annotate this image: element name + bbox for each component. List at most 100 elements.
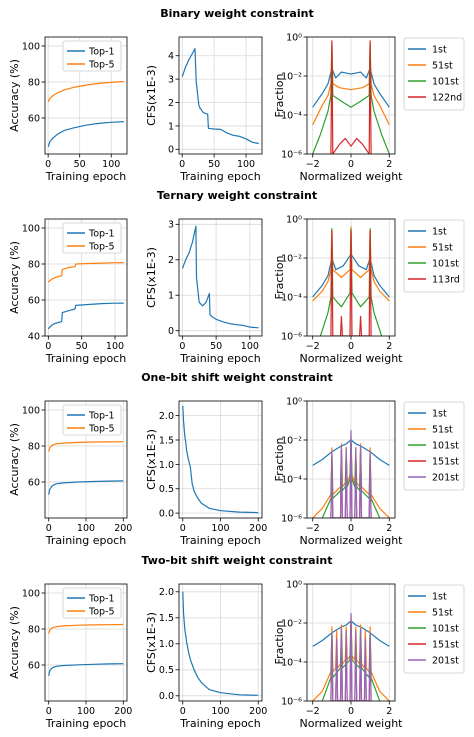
x-axis-label: Training epoch xyxy=(45,717,126,730)
axes-frame xyxy=(44,36,128,155)
series-line-51st xyxy=(312,44,390,126)
y-tick-label: 0.5 xyxy=(159,665,174,676)
series-line-top-1 xyxy=(47,121,124,147)
x-tick-label: 100 xyxy=(77,523,95,534)
panel-2: 0 100 200 0.0 0.5 1.0 1.5 2.0 Training epoch CFS(… xyxy=(145,400,267,547)
x-tick-label: 50 xyxy=(76,341,88,352)
y-tick-label: 10⁻² xyxy=(281,71,302,82)
x-axis-label: Training epoch xyxy=(179,352,260,365)
axes-frame xyxy=(44,218,128,337)
series-line-top-5 xyxy=(47,262,124,283)
x-axis-label: Training epoch xyxy=(45,352,126,365)
y-axis-label: Fraction xyxy=(273,621,286,665)
series-group xyxy=(312,612,390,701)
series-line-top-1 xyxy=(47,302,124,330)
y-tick-label: 10⁻⁴ xyxy=(281,657,302,668)
y-tick-label: 10⁻⁶ xyxy=(281,331,302,342)
series-line-201st xyxy=(330,429,372,518)
y-tick-label: 2 xyxy=(168,98,174,109)
y-tick-label: 10⁻² xyxy=(281,618,302,629)
legend-label: Top-1 xyxy=(88,410,115,421)
y-tick-label: 4 xyxy=(168,51,174,62)
y-tick-label: 10⁻⁶ xyxy=(281,149,302,160)
legend-label: Top-1 xyxy=(88,593,115,604)
y-axis-label: Fraction xyxy=(273,438,286,482)
series-line-top-5 xyxy=(47,80,124,103)
y-tick-label: 0.5 xyxy=(159,484,174,495)
y-tick-label: 2.0 xyxy=(159,411,174,422)
series-line-201st xyxy=(330,612,372,701)
x-axis-label: Training epoch xyxy=(179,170,260,183)
series-group xyxy=(181,48,259,145)
y-tick-label: 0 xyxy=(168,145,174,156)
legend-box xyxy=(403,401,465,491)
x-tick-label: 0 xyxy=(46,523,52,534)
y-tick-label: 10⁻² xyxy=(281,253,302,264)
x-tick-label: −2 xyxy=(306,706,320,717)
legend-box xyxy=(403,219,465,293)
y-axis-label: Accuracy (%) xyxy=(8,606,21,679)
x-tick-label: 0 xyxy=(179,341,185,352)
x-tick-label: 50 xyxy=(208,159,220,170)
series-line-top-1 xyxy=(48,480,124,495)
y-axis-label: CFS(x1E-3) xyxy=(145,429,158,490)
y-tick-label: 10⁻⁴ xyxy=(281,292,302,303)
x-tick-label: 0 xyxy=(348,706,354,717)
legend-label: 101st xyxy=(432,259,459,270)
series-group xyxy=(312,40,390,154)
y-tick-label: 10⁰ xyxy=(286,579,302,590)
x-axis-label: Normalized weight xyxy=(300,717,404,730)
series-line-top-5 xyxy=(48,441,124,452)
x-tick-label: 200 xyxy=(249,523,267,534)
x-tick-label: 0 xyxy=(46,706,52,717)
panel-2: 0 100 200 0.0 0.5 1.0 1.5 2.0 Training epoch CFS(… xyxy=(145,583,267,730)
y-tick-label: 100 xyxy=(22,41,40,52)
x-tick-label: 0 xyxy=(179,159,185,170)
row-title: Binary weight constraint xyxy=(160,7,313,20)
y-tick-label: 60 xyxy=(28,660,40,671)
x-axis-label: Normalized weight xyxy=(300,170,404,183)
y-tick-label: 100 xyxy=(22,405,40,416)
x-tick-label: 0 xyxy=(348,341,354,352)
legend-label: Top-1 xyxy=(88,46,115,57)
legend-label: 51st xyxy=(432,425,453,436)
y-tick-label: 1.0 xyxy=(159,460,174,471)
y-tick-label: 40 xyxy=(28,331,40,342)
x-tick-label: 100 xyxy=(211,706,229,717)
y-tick-label: 1.5 xyxy=(159,435,174,446)
legend-label: 151st xyxy=(432,640,459,651)
y-tick-label: 10⁻⁶ xyxy=(281,513,302,524)
panel-3: −2 0 2 10⁻⁶ 10⁻⁴ 10⁻² 10⁰ Normalized weight Frac… xyxy=(273,396,465,547)
x-tick-label: 0 xyxy=(348,159,354,170)
y-tick-label: 3 xyxy=(168,75,174,86)
y-tick-label: 60 xyxy=(28,477,40,488)
x-axis-label: Normalized weight xyxy=(300,352,404,365)
y-tick-label: 3 xyxy=(168,220,174,231)
legend-label: 1st xyxy=(432,227,447,238)
y-tick-label: 1 xyxy=(168,291,174,302)
series-group xyxy=(182,591,259,696)
x-tick-label: 0 xyxy=(180,523,186,534)
legend-label: Top-5 xyxy=(88,423,115,434)
x-tick-label: 0 xyxy=(45,159,51,170)
series-line-101st xyxy=(312,42,390,154)
panel-2: 0 50 100 0 1 2 3 4 Training epoch CFS(x1E-3) xyxy=(145,36,263,183)
y-axis-label: Fraction xyxy=(273,74,286,118)
y-tick-label: 0.0 xyxy=(159,509,174,520)
x-tick-label: 200 xyxy=(114,523,132,534)
y-tick-label: 1.5 xyxy=(159,613,174,624)
y-tick-label: 2.0 xyxy=(159,587,174,598)
y-tick-label: 60 xyxy=(28,113,40,124)
legend-label: 201st xyxy=(432,656,459,667)
row-title: Ternary weight constraint xyxy=(157,189,317,202)
x-tick-label: −2 xyxy=(306,341,320,352)
x-tick-label: 2 xyxy=(386,159,392,170)
y-axis-label: Fraction xyxy=(273,256,286,300)
y-tick-label: 80 xyxy=(28,259,40,270)
y-tick-label: 80 xyxy=(28,441,40,452)
